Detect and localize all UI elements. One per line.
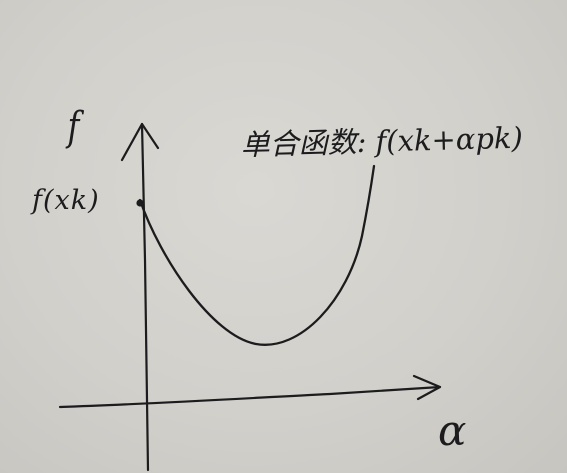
y-axis-line — [140, 122, 150, 472]
start-value-label: f(xk) — [32, 185, 100, 216]
function-label: 单合函数: f(xk+αpk) — [240, 120, 524, 162]
x-axis-line — [58, 385, 442, 409]
x-axis-label: α — [438, 406, 467, 455]
y-axis-label: f — [67, 104, 80, 150]
x-axis-arrowhead — [412, 374, 442, 401]
y-axis-arrowhead — [120, 122, 160, 162]
start-point-dot — [136, 199, 144, 207]
function-curve — [138, 164, 376, 346]
